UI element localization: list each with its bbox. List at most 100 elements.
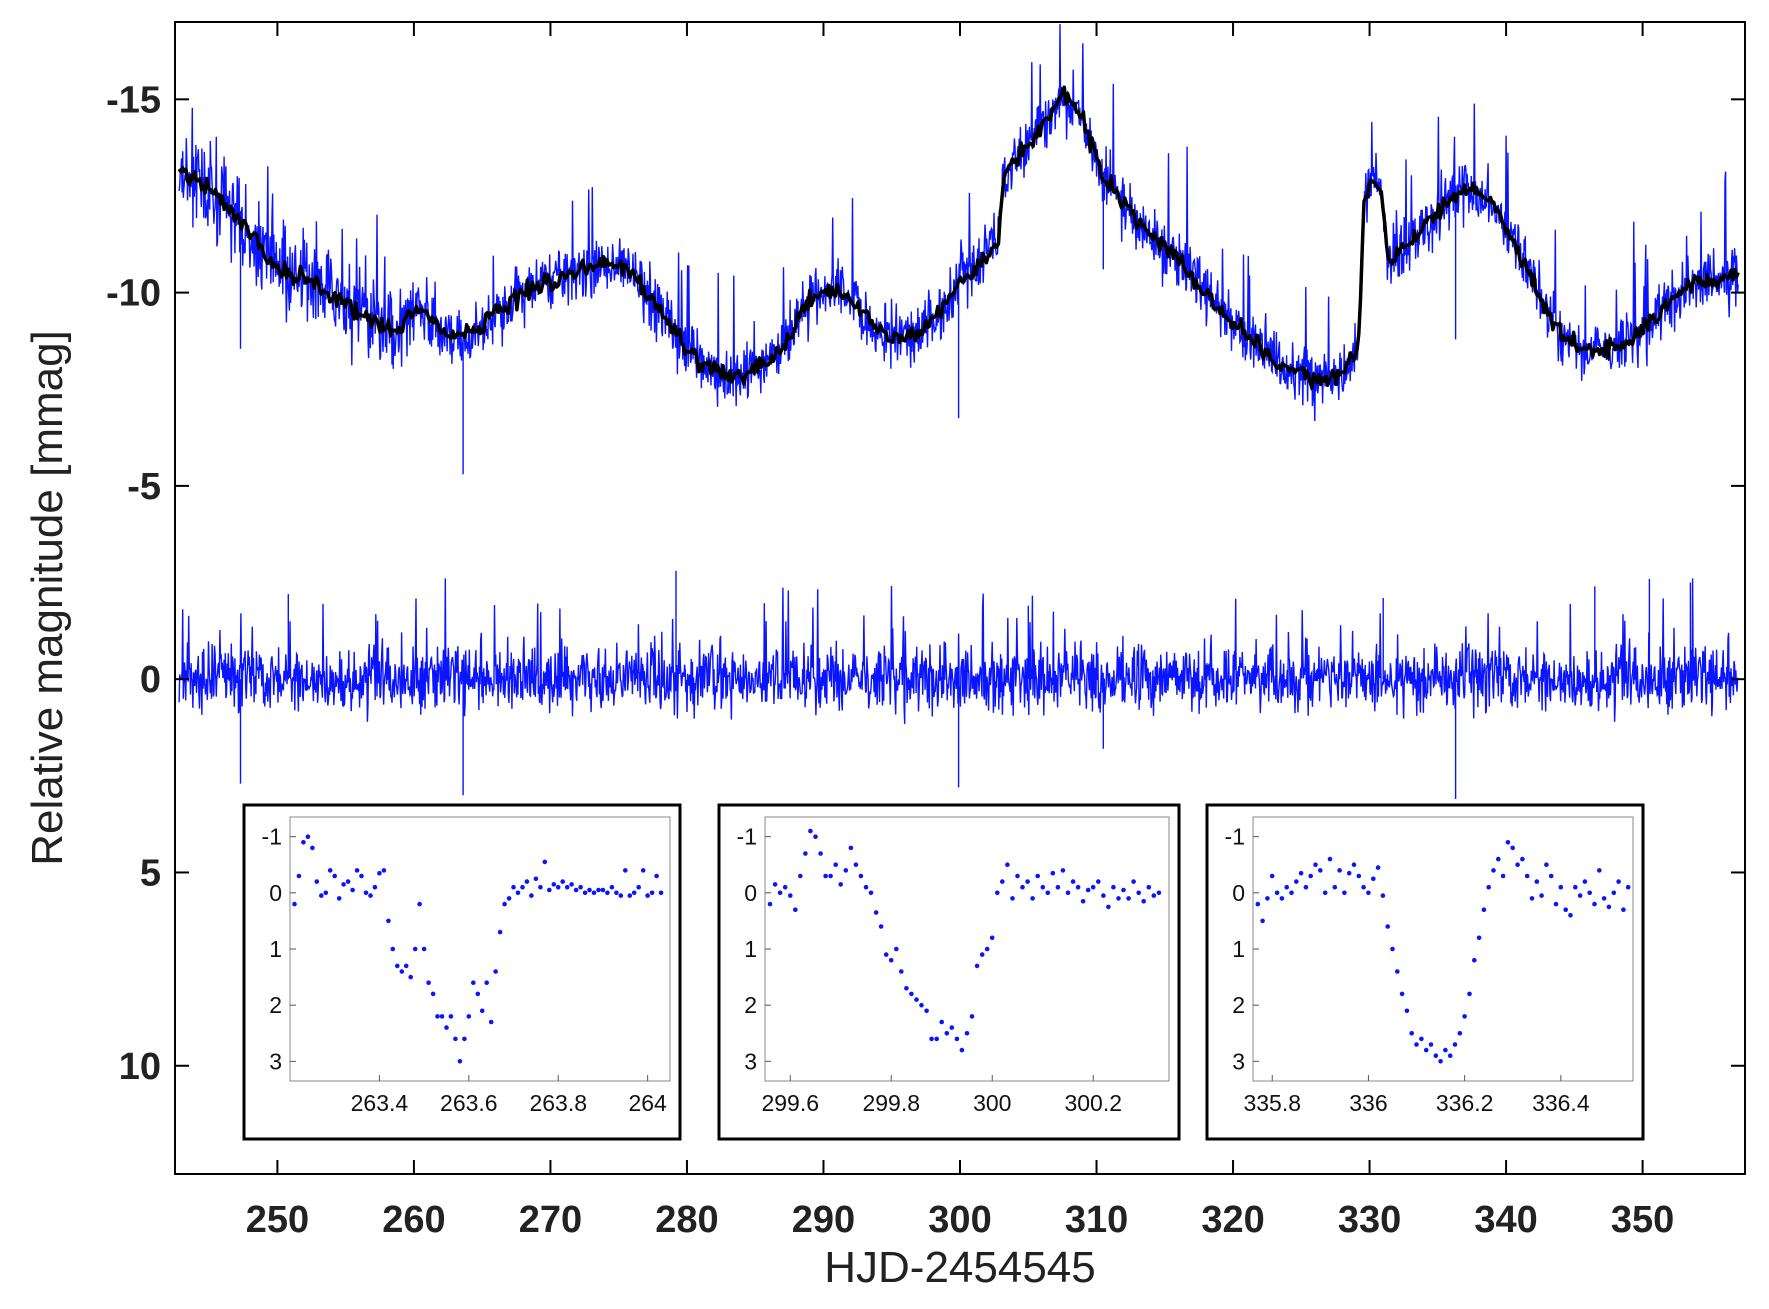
inset-data-point <box>878 924 884 929</box>
inset-data-point <box>788 893 793 898</box>
inset-data-point <box>1085 887 1091 893</box>
inset-data-point <box>1005 862 1010 867</box>
inset-data-point <box>412 946 418 952</box>
inset-data-point <box>609 884 615 890</box>
inset-data-point <box>1131 879 1136 884</box>
inset-data-point <box>894 946 899 952</box>
inset-y-tick-label: 2 <box>1232 992 1245 1018</box>
x-tick-label: 270 <box>519 1199 582 1241</box>
inset-data-point <box>605 890 610 896</box>
inset-data-point <box>453 1036 458 1042</box>
inset-data-point <box>888 957 894 963</box>
inset-data-point <box>319 893 324 898</box>
inset-data-point <box>1000 879 1005 884</box>
inset-data-point <box>1065 890 1071 896</box>
inset-data-point <box>1040 884 1046 890</box>
inset-data-point <box>818 851 823 856</box>
inset-data-point <box>547 887 552 893</box>
inset-y-tick-label: 1 <box>744 936 757 962</box>
inset-data-point <box>631 890 637 896</box>
inset-data-point <box>314 879 320 884</box>
inset-data-point <box>435 1014 440 1019</box>
inset-data-point <box>462 1036 467 1042</box>
inset-data-point <box>1136 890 1141 896</box>
inset-data-point <box>341 882 346 887</box>
inset-data-point <box>853 862 859 867</box>
inset-x-tick-label: 263.4 <box>351 1090 409 1116</box>
x-tick-label: 260 <box>382 1199 445 1241</box>
inset-data-point <box>430 991 436 997</box>
inset-data-point <box>649 890 655 896</box>
inset-data-point <box>310 845 315 851</box>
inset-data-point <box>1524 873 1530 879</box>
inset-data-point <box>1452 1042 1458 1047</box>
inset-data-point <box>381 868 387 873</box>
inset-data-point <box>1438 1059 1443 1064</box>
inset-data-point <box>1096 879 1101 884</box>
inset-data-point <box>944 1031 950 1036</box>
inset-data-point <box>1318 868 1323 873</box>
inset-x-tick-label: 336 <box>1349 1090 1387 1116</box>
inset-data-point <box>1577 893 1583 898</box>
inset-data-point <box>959 1047 965 1053</box>
inset-data-point <box>1616 879 1621 884</box>
inset-data-point <box>1289 890 1294 896</box>
inset-data-point <box>359 873 364 879</box>
inset-data-point <box>658 890 664 896</box>
inset-data-point <box>327 868 333 873</box>
inset-data-point <box>591 890 597 896</box>
inset-data-point <box>582 890 588 896</box>
inset-data-point <box>1625 884 1631 890</box>
x-tick-label: 250 <box>246 1199 309 1241</box>
inset-y-tick-label: 3 <box>269 1048 282 1074</box>
inset-data-point <box>1539 893 1544 898</box>
y-tick-label: -10 <box>106 273 161 315</box>
inset-data-point <box>1322 890 1328 896</box>
inset-data-point <box>1563 907 1568 912</box>
inset-data-point <box>484 980 490 985</box>
inset-data-point <box>444 1025 449 1030</box>
inset-data-point <box>838 882 843 887</box>
inset-data-point <box>386 918 391 924</box>
inset-data-point <box>904 986 909 991</box>
inset-data-point <box>1419 1036 1424 1042</box>
inset-data-point <box>1500 873 1506 879</box>
inset-data-point <box>1126 896 1131 901</box>
inset-data-point <box>368 893 373 898</box>
inset-data-point <box>354 868 360 873</box>
inset-data-point <box>868 890 874 896</box>
inset-data-point <box>1558 884 1564 890</box>
inset-data-point <box>813 834 818 839</box>
inset-data-point <box>1428 1042 1434 1047</box>
inset-y-tick-label: 1 <box>1232 936 1245 962</box>
y-tick-label: 0 <box>140 659 161 701</box>
inset-y-tick-label: 2 <box>744 992 757 1018</box>
inset-y-tick-label: 2 <box>269 992 282 1018</box>
inset-data-point <box>395 963 400 969</box>
y-tick-label: -5 <box>127 466 161 508</box>
inset-data-point <box>439 1014 445 1019</box>
inset-3: 335.8 336 336.2 336.4 -1 0 1 2 3 <box>1205 803 1645 1141</box>
inset-data-point <box>1030 896 1035 901</box>
inset-data-point <box>1327 856 1333 862</box>
inset-data-point <box>1375 865 1381 870</box>
inset-x-tick-label: 335.8 <box>1243 1090 1301 1116</box>
inset-data-point <box>408 974 414 980</box>
inset-data-point <box>1606 904 1612 910</box>
inset-y-tick-label: -1 <box>262 824 282 850</box>
inset-data-point <box>1342 890 1347 896</box>
inset-x-tick-label: 336.4 <box>1532 1090 1590 1116</box>
inset-data-point <box>1294 879 1299 884</box>
inset-data-point <box>1573 884 1578 890</box>
inset-data-point <box>600 887 606 893</box>
inset-data-point <box>1356 873 1362 879</box>
inset-data-point <box>560 879 565 884</box>
inset-data-point <box>863 884 869 890</box>
inset-data-point <box>1553 901 1559 907</box>
x-tick-label: 280 <box>655 1199 718 1241</box>
inset-data-point <box>1116 896 1121 901</box>
inset-data-point <box>1050 870 1056 876</box>
inset-data-point <box>466 1014 472 1019</box>
x-tick-label: 320 <box>1201 1199 1264 1241</box>
inset-data-point <box>578 884 583 890</box>
